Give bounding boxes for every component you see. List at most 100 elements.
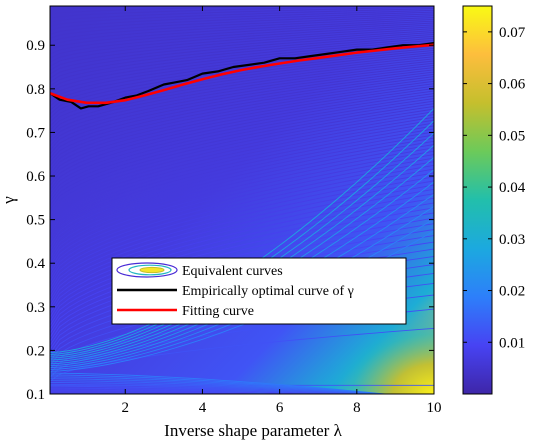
colorbar-tick-label: 0.01 [499,335,525,351]
contour-line [50,85,434,179]
contour-line [50,88,434,183]
contour-line [50,80,434,171]
contour-line [50,15,434,43]
contour-line [50,385,364,394]
contour-line [50,134,434,250]
y-tick-label: 0.2 [26,343,45,359]
series-lines [50,42,434,110]
colorbar-tick-label: 0.04 [499,180,526,196]
contour-line [50,54,434,123]
contour-line [50,6,307,15]
contour-line [50,144,434,262]
contour-line [50,383,370,394]
contour-line [50,125,434,238]
contour-line [50,111,434,219]
colorbar-tick-label: 0.03 [499,232,525,248]
colorbar-tick-label: 0.05 [499,128,525,144]
colorbar [462,5,493,395]
plot-frame [49,5,435,395]
contour-line [50,33,434,83]
contour-line [50,76,434,163]
contour-line [50,157,434,278]
contour-line [50,128,434,242]
contour-line [50,95,434,195]
contour-line [50,6,183,11]
legend-label-equivalent-curves: Equivalent curves [182,264,283,279]
contour-line [50,180,434,302]
contour-line [50,13,434,39]
contour-line [50,28,434,71]
y-tick-label: 0.5 [26,213,45,229]
contour-line [50,382,376,394]
y-tick-label: 0.6 [26,169,45,185]
contour-line [50,69,434,151]
legend-label-fitting-curve: Fitting curve [182,304,254,319]
contour-line [50,164,434,286]
contour-line [50,20,434,55]
contour-line [50,39,434,95]
contour-line [50,24,434,63]
contour-line [50,172,434,294]
x-tick-label: 10 [427,400,442,416]
contour-line [50,150,434,270]
contour-line [50,78,434,167]
legend-label-empirical-curve: Empirically optimal curve of γ [182,284,354,299]
contour-line [50,71,434,155]
contour-line [50,11,434,35]
contour-line [50,98,434,199]
contour-line [50,73,434,159]
colorbar-tick-label: 0.02 [499,284,525,300]
contour-line [50,161,434,282]
contour-line [50,9,434,31]
colorbar-tick-label: 0.06 [499,77,526,93]
contour-line [50,62,434,139]
contour-line [50,58,434,131]
contour-line [50,168,434,290]
contour-line [50,327,434,382]
contour-line [50,131,434,246]
contour-line [50,114,434,223]
contour-line [50,119,434,230]
x-axis-ticks: 2 4 6 8 10 [122,6,442,416]
contour-line [50,90,434,187]
contour-line [50,35,434,87]
contour-line [50,17,434,47]
contour-line [50,18,434,51]
contour-line [50,103,434,207]
contour-line [50,116,434,226]
contour-line [50,372,390,394]
x-axis-title: Inverse shape parameter λ [164,421,342,440]
contour-line [50,32,434,79]
empirical-optimal-curve [50,42,434,110]
contour-line [50,93,434,191]
y-tick-label: 0.1 [26,387,45,403]
y-tick-label: 0.8 [26,82,45,98]
contour-line [50,6,434,23]
contour-line [50,67,434,147]
y-axis-title: γ [0,196,18,205]
contour-line [50,30,434,75]
contour-line [50,154,434,274]
contour-line [50,108,434,215]
x-tick-label: 6 [276,400,284,416]
contour-line [50,137,434,254]
contour-line [50,22,434,59]
legend-contour-icon [116,262,178,278]
contour-line [50,389,334,394]
contour-line [50,60,434,135]
legend: Equivalent curves Empirically optimal cu… [111,257,407,325]
contour-line [50,83,434,175]
y-tick-label: 0.4 [26,256,45,272]
y-tick-label: 0.7 [26,125,45,141]
contour-line [50,176,434,298]
contour-line [50,140,434,258]
fitting-curve [50,43,434,105]
colorbar-tick-label: 0.07 [499,25,526,41]
contour-line [50,41,434,99]
contour-line [50,147,434,266]
contour-line [50,105,434,211]
x-tick-label: 8 [353,400,361,416]
x-tick-label: 4 [199,400,207,416]
contour-line [50,64,434,143]
